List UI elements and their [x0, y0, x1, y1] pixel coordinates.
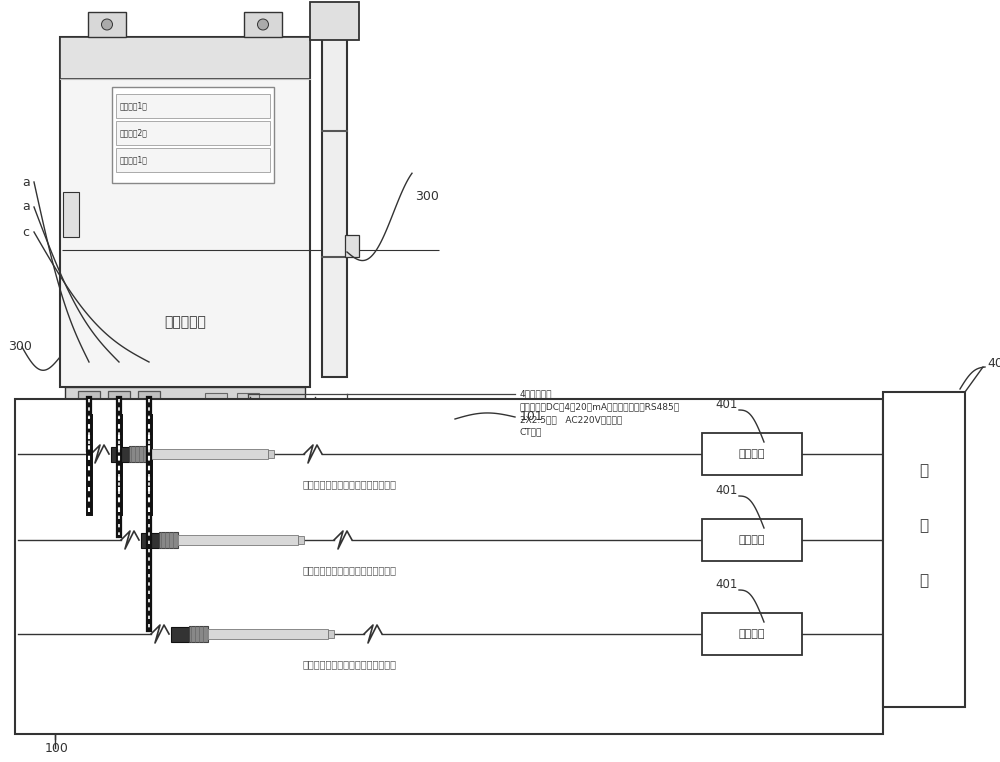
FancyBboxPatch shape — [60, 37, 310, 387]
FancyBboxPatch shape — [702, 433, 802, 475]
Text: a: a — [22, 200, 30, 213]
FancyBboxPatch shape — [345, 235, 359, 258]
Text: 信号输出（DC（4－20）mA标准电流信号或RS485）: 信号输出（DC（4－20）mA标准电流信号或RS485） — [520, 402, 680, 411]
FancyBboxPatch shape — [244, 12, 282, 37]
FancyBboxPatch shape — [63, 192, 79, 237]
Text: 测温接口: 测温接口 — [739, 535, 765, 545]
FancyBboxPatch shape — [189, 626, 208, 642]
FancyBboxPatch shape — [65, 387, 305, 422]
Text: 4路开关输出: 4路开关输出 — [520, 389, 552, 399]
FancyBboxPatch shape — [138, 391, 160, 417]
FancyBboxPatch shape — [116, 148, 270, 172]
Text: 测温接口: 测温接口 — [739, 629, 765, 639]
FancyBboxPatch shape — [88, 12, 126, 37]
FancyBboxPatch shape — [116, 121, 270, 145]
Text: 测温接口: 测温接口 — [739, 449, 765, 459]
Text: 400: 400 — [987, 357, 1000, 370]
Text: 出: 出 — [919, 518, 929, 533]
Text: 401: 401 — [716, 578, 738, 591]
Text: 2X2.5电缆   AC220V电源接入: 2X2.5电缆 AC220V电源接入 — [520, 415, 622, 424]
Text: 100: 100 — [45, 741, 69, 754]
Text: 油面温度1：: 油面温度1： — [120, 101, 148, 110]
FancyBboxPatch shape — [883, 392, 965, 707]
FancyBboxPatch shape — [310, 2, 359, 40]
Text: 300: 300 — [8, 341, 32, 354]
FancyBboxPatch shape — [108, 391, 130, 417]
FancyBboxPatch shape — [15, 399, 883, 734]
Text: 401: 401 — [716, 485, 738, 498]
FancyBboxPatch shape — [148, 449, 268, 459]
Text: a: a — [22, 175, 30, 188]
FancyBboxPatch shape — [702, 613, 802, 655]
FancyBboxPatch shape — [237, 393, 259, 415]
Text: 此端插入变压器顶部的油面测温槽内: 此端插入变压器顶部的油面测温槽内 — [303, 659, 397, 669]
Text: 300: 300 — [415, 190, 439, 203]
FancyBboxPatch shape — [111, 447, 129, 462]
Text: 401: 401 — [716, 399, 738, 411]
FancyBboxPatch shape — [78, 391, 100, 417]
Text: c: c — [22, 226, 29, 239]
FancyBboxPatch shape — [268, 450, 274, 458]
FancyBboxPatch shape — [171, 626, 189, 642]
FancyBboxPatch shape — [129, 446, 148, 463]
Text: 光纤温控器: 光纤温控器 — [164, 315, 206, 329]
FancyBboxPatch shape — [322, 35, 347, 377]
FancyBboxPatch shape — [205, 393, 227, 415]
Text: 线: 线 — [919, 573, 929, 588]
Text: CT接入: CT接入 — [520, 427, 542, 437]
FancyBboxPatch shape — [208, 629, 328, 639]
Text: 此端插入变压器顶部的绕组测温槽内: 此端插入变压器顶部的绕组测温槽内 — [303, 479, 397, 489]
FancyBboxPatch shape — [328, 630, 334, 638]
Text: 此端插入变压器顶部的油面测温槽内: 此端插入变压器顶部的油面测温槽内 — [303, 565, 397, 575]
Text: 绕组温度1：: 绕组温度1： — [120, 155, 148, 165]
FancyBboxPatch shape — [298, 536, 304, 544]
FancyBboxPatch shape — [116, 94, 270, 118]
Circle shape — [258, 19, 268, 30]
FancyBboxPatch shape — [112, 87, 274, 183]
FancyBboxPatch shape — [159, 532, 178, 548]
FancyBboxPatch shape — [60, 37, 310, 79]
FancyBboxPatch shape — [702, 519, 802, 561]
Text: 箋: 箋 — [919, 463, 929, 479]
FancyBboxPatch shape — [178, 535, 298, 545]
FancyBboxPatch shape — [141, 533, 159, 548]
Circle shape — [102, 19, 112, 30]
Text: 油面温度2：: 油面温度2： — [120, 129, 148, 137]
Text: 101: 101 — [520, 411, 544, 424]
